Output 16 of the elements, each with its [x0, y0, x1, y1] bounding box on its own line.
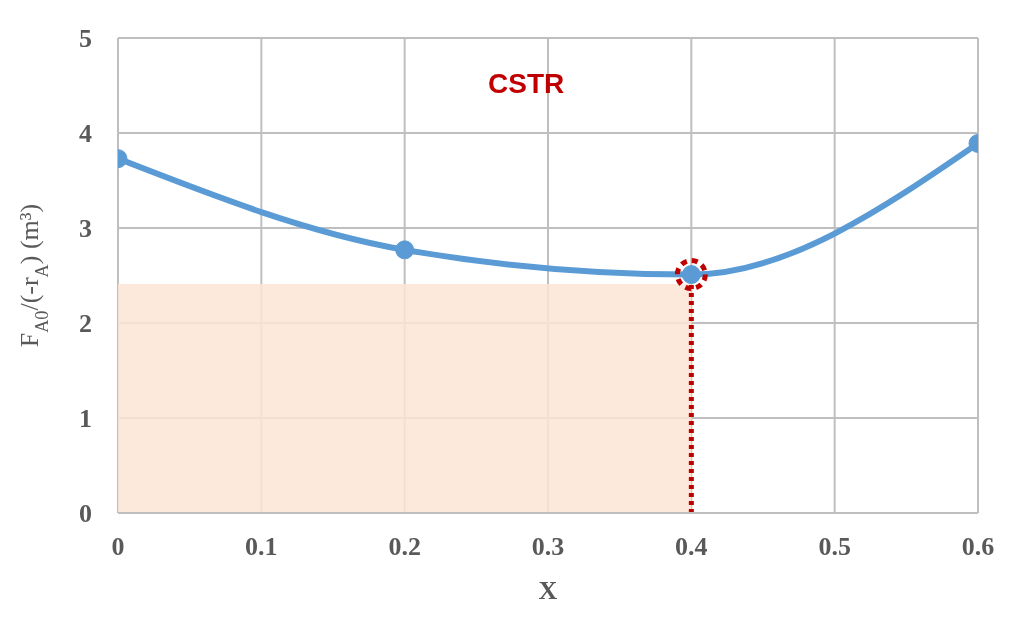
x-tick-label: 0.5 — [818, 532, 851, 562]
x-tick-label: 0.4 — [675, 532, 708, 562]
y-tick-label: 3 — [79, 214, 92, 244]
y-tick-label: 5 — [79, 24, 92, 54]
y-tick-label: 2 — [79, 309, 92, 339]
y-tick-label: 4 — [79, 119, 92, 149]
x-axis-title: X — [538, 576, 558, 605]
x-tick-label: 0 — [111, 532, 125, 562]
x-tick-label: 0.6 — [961, 532, 995, 562]
x-tick-label: 0.1 — [245, 532, 278, 562]
annotation: CSTR — [488, 68, 565, 100]
y-tick-label: 1 — [79, 404, 92, 434]
point — [674, 258, 708, 292]
y-tick-label: 0 — [79, 499, 92, 529]
x-tick-label: 0.2 — [388, 532, 421, 562]
x-tick-label: 0.3 — [531, 532, 565, 562]
